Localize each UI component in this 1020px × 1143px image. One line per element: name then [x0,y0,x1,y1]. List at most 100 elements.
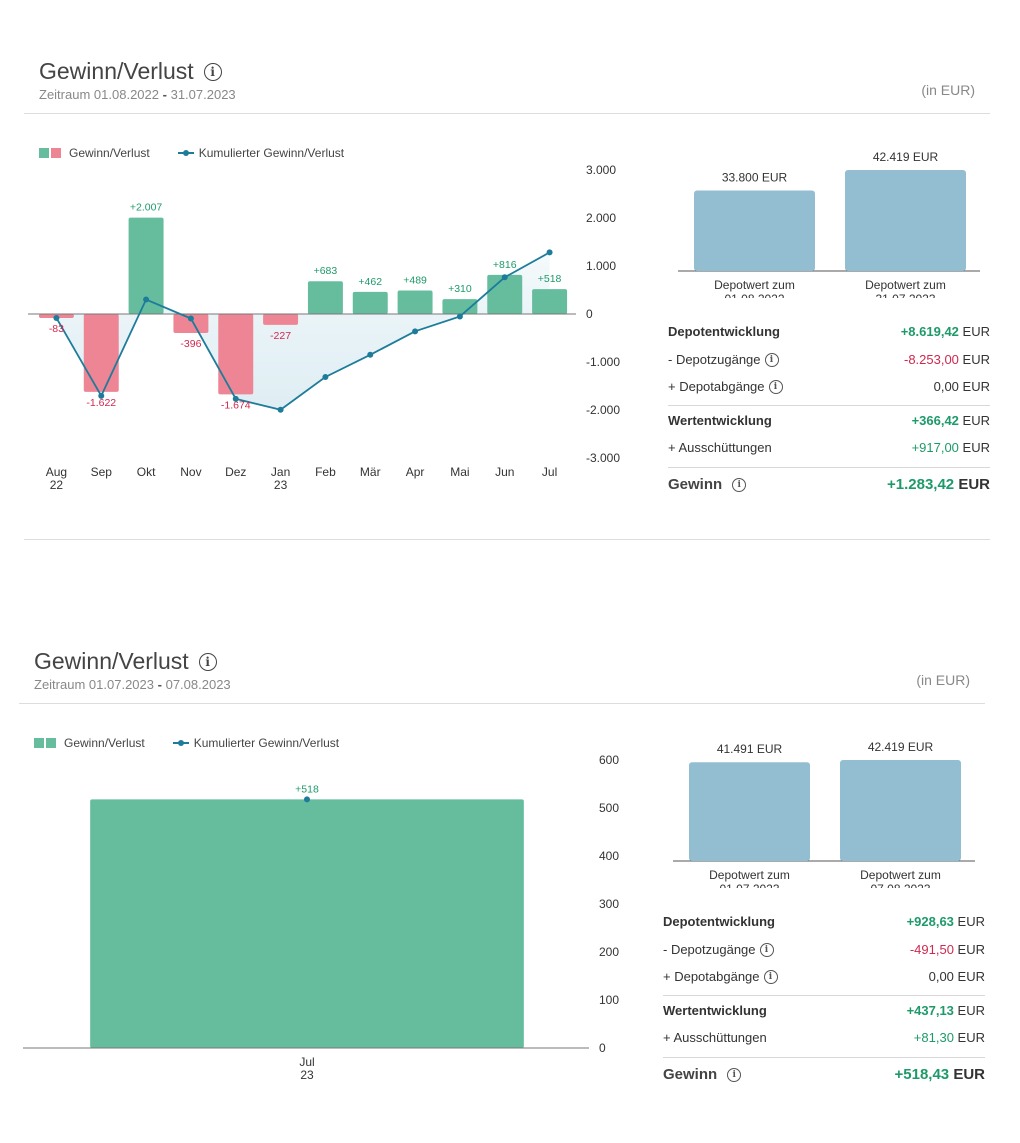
info-icon[interactable]: i [203,62,222,81]
legend-item-bars[interactable]: Gewinn/Verlust [34,736,145,750]
depot-date-caption: Depotwert zum [714,278,795,292]
info-icon[interactable]: i [732,477,747,492]
summary-row-depotzugaenge: - Depotzugänge i -8.253,00 EUR [668,352,990,367]
x-tick-label: Okt [137,465,156,479]
bar [532,289,568,314]
data-label: +2.007 [130,202,163,214]
data-label: +518 [538,273,562,285]
bar [173,314,209,334]
x-tick-label: Apr [406,465,425,479]
cumulative-point [456,313,463,320]
cumulative-point [304,796,310,803]
legend-item-line[interactable]: Kumulierter Gewinn/Verlust [172,736,339,750]
summary-value: +917,00 [911,440,959,455]
summary-row-wertentwicklung: Wertentwicklung +366,42 EUR [668,413,990,428]
y-tick-label: 500 [599,801,619,815]
data-label: +462 [358,276,382,288]
depot-bar [694,190,815,271]
y-tick-label: 100 [599,993,619,1007]
y-tick-label: 0 [599,1041,606,1055]
period-from: 01.07.2023 [88,677,154,692]
currency-unit: (in EUR) [921,82,975,98]
summary-unit: EUR [962,352,990,367]
cumulative-area [56,252,550,410]
bar [487,274,523,314]
summary-unit: EUR [962,440,990,455]
period-label: Zeitraum [34,677,86,692]
info-icon[interactable]: i [768,379,783,394]
summary-row-gewinn: Gewinn i +1.283,42 EUR [668,476,990,493]
info-icon[interactable]: i [763,969,778,984]
data-label: -83 [49,323,64,335]
info-icon[interactable]: i [764,352,779,367]
summary-unit: EUR [957,914,985,929]
summary-value: -8.253,00 [903,352,959,367]
summary-label: - Depotzugänge [663,942,756,957]
panel-2: Gewinn/Verlust i Zeitraum 01.07.2023 - 0… [19,648,985,1093]
panel-title-text: Gewinn/Verlust [39,58,194,84]
bar [397,290,433,314]
header-divider [24,113,990,114]
x-tick-label: 23 [300,1068,314,1082]
summary-row-wertentwicklung: Wertentwicklung +437,13 EUR [663,1003,985,1018]
period-separator: - [162,87,167,102]
panel-title: Gewinn/Verlust i [34,648,217,675]
summary-value: +928,63 [906,914,954,929]
cumulative-point [232,395,239,402]
summary-row-gewinn: Gewinn i +518,43 EUR [663,1066,985,1083]
panel-1: Gewinn/Verlust i Zeitraum 01.08.2022 - 3… [24,58,990,540]
summary-value: -491,50 [909,942,954,957]
data-label: -227 [270,330,291,342]
info-icon[interactable]: i [727,1067,742,1082]
summary-unit: EUR [957,1030,985,1045]
panel-title-text: Gewinn/Verlust [34,648,189,674]
summary-value: 0,00 [933,379,959,394]
summary-unit: EUR [962,379,990,394]
depot-value-label: 42.419 EUR [868,740,934,754]
profit-loss-chart: 3.000 2.000 1.000 0 -1.000 -2.000 -3.000 -83 -1.… [28,163,620,492]
x-tick-label: Sep [91,465,113,479]
bar [263,314,299,325]
data-label: +683 [314,265,338,277]
legend-swatch-negative [51,148,61,158]
period-from: 01.08.2022 [93,87,159,102]
data-label: +816 [493,259,517,271]
summary-label: Gewinn [668,476,723,493]
summary-row-depotabgaenge: + Depotabgänge i 0,00 EUR [668,379,990,394]
legend-item-line[interactable]: Kumulierter Gewinn/Verlust [177,146,344,160]
summary-value: 0,00 [928,969,954,984]
summary-value: +81,30 [913,1030,954,1045]
summary-table: Depotentwicklung +8.619,42 EUR - Depotzu… [668,324,990,500]
x-tick-label: 23 [274,478,288,492]
bar [442,299,478,314]
info-icon[interactable]: i [759,942,774,957]
cumulative-point [322,373,329,380]
legend-label-bars: Gewinn/Verlust [64,736,145,750]
summary-divider [668,405,990,406]
summary-value: +366,42 [911,413,959,428]
summary-unit: EUR [953,1066,985,1083]
period-subtitle: Zeitraum 01.07.2023 - 07.08.2023 [34,677,231,692]
data-label: +310 [448,283,472,295]
data-label: +489 [403,275,427,287]
summary-label: Wertentwicklung [668,413,772,428]
summary-row-ausschuettungen: + Ausschüttungen +81,30 EUR [663,1030,985,1045]
legend-label-bars: Gewinn/Verlust [69,146,150,160]
cumulative-point [501,274,508,281]
legend-swatch-positive [39,148,49,158]
y-tick-label: 300 [599,897,619,911]
x-tick-label: Feb [315,465,336,479]
y-tick-label: 2.000 [586,211,616,225]
panel-bottom-divider [24,539,990,540]
depot-date: 01.08.2022 [724,292,784,298]
summary-divider [663,1057,985,1058]
summary-row-depotentwicklung: Depotentwicklung +8.619,42 EUR [668,324,990,339]
y-tick-label: 400 [599,849,619,863]
period-label: Zeitraum [39,87,91,102]
summary-unit: EUR [957,1003,985,1018]
depot-value-label: 33.800 EUR [722,171,788,185]
legend-item-bars[interactable]: Gewinn/Verlust [39,146,150,160]
x-tick-label: Jan [271,465,290,479]
cumulative-point [277,406,284,413]
info-icon[interactable]: i [198,652,217,671]
